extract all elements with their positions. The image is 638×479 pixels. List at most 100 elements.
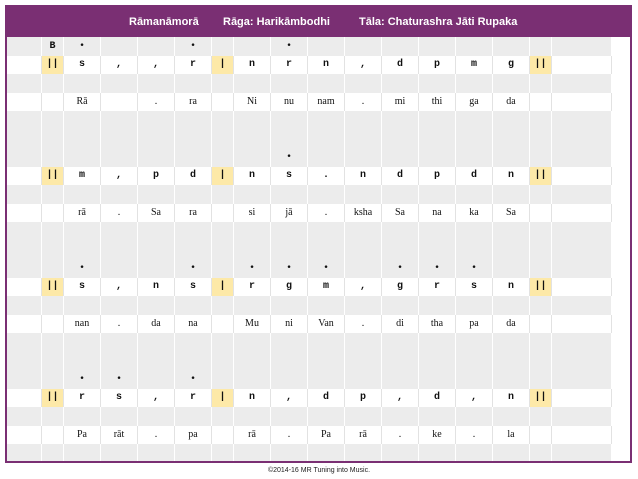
- blank-cell: [456, 74, 493, 93]
- octave-cell: B: [42, 37, 64, 56]
- octave-row: • • • • • • • •: [7, 259, 630, 278]
- blank-cell: [345, 444, 382, 461]
- sahitya-cell: nan: [64, 314, 101, 333]
- swara-cell: s: [64, 55, 101, 74]
- blank-cell: [552, 74, 612, 93]
- blank-cell: [212, 407, 234, 426]
- octave-cell: [382, 370, 419, 389]
- blank-cell: [345, 240, 382, 259]
- blank-cell: [530, 185, 552, 204]
- octave-cell: [382, 37, 419, 56]
- blank-cell: [234, 129, 271, 148]
- blank-cell: [212, 240, 234, 259]
- blank-cell: [138, 351, 175, 370]
- blank-cell: [530, 296, 552, 315]
- sahitya-cell: Mu: [234, 314, 271, 333]
- sahitya-cell: .: [382, 425, 419, 444]
- blank-cell: [101, 296, 138, 315]
- swara-cell: r: [64, 388, 101, 407]
- blank-cell: [271, 444, 308, 461]
- blank-cell: [212, 351, 234, 370]
- octave-cell: [493, 370, 530, 389]
- blank-cell: [271, 222, 308, 241]
- blank-cell: [552, 444, 612, 461]
- blank-cell: [419, 351, 456, 370]
- blank-row: [7, 296, 630, 315]
- blank-cell: [530, 74, 552, 93]
- blank-cell: [308, 296, 345, 315]
- blank-cell: [552, 222, 612, 241]
- swara-cell: ,: [382, 388, 419, 407]
- swara-cell: s: [271, 166, 308, 185]
- swara-cell: d: [308, 388, 345, 407]
- octave-row: •: [7, 148, 630, 167]
- blank-cell: [493, 407, 530, 426]
- blank-cell: [345, 129, 382, 148]
- sahitya-cell: [7, 314, 42, 333]
- octave-dot: •: [456, 259, 493, 278]
- blank-cell: [345, 351, 382, 370]
- swara-cell: [552, 277, 612, 296]
- blank-cell: [419, 444, 456, 461]
- sahitya-cell: [530, 92, 552, 111]
- sahitya-cell: Sa: [382, 203, 419, 222]
- blank-cell: [382, 240, 419, 259]
- sahitya-cell: [212, 314, 234, 333]
- sahitya-cell: Pa: [64, 425, 101, 444]
- copyright-footer: ©2014-16 MR Tuning into Music.: [267, 467, 371, 474]
- swara-cell: g: [382, 277, 419, 296]
- swara-cell: r: [234, 277, 271, 296]
- octave-cell: [308, 370, 345, 389]
- blank-cell: [345, 222, 382, 241]
- blank-cell: [138, 296, 175, 315]
- blank-cell: [64, 333, 101, 352]
- composition-title: Rāmanāmorā: [129, 16, 199, 28]
- swara-cell: s: [101, 388, 138, 407]
- blank-cell: [345, 111, 382, 130]
- octave-dot: •: [64, 259, 101, 278]
- octave-cell: [493, 37, 530, 56]
- blank-cell: [138, 444, 175, 461]
- swara-cell: p: [419, 166, 456, 185]
- blank-cell: [382, 111, 419, 130]
- octave-cell: [101, 259, 138, 278]
- blank-cell: [138, 185, 175, 204]
- sahitya-cell: nam: [308, 92, 345, 111]
- blank-cell: [138, 333, 175, 352]
- blank-cell: [271, 111, 308, 130]
- blank-cell: [271, 407, 308, 426]
- octave-dot: •: [234, 259, 271, 278]
- octave-cell: [101, 37, 138, 56]
- swara-cell: ,: [138, 388, 175, 407]
- blank-cell: [175, 185, 212, 204]
- sahitya-cell: Sa: [493, 203, 530, 222]
- sahitya-cell: nu: [271, 92, 308, 111]
- sahitya-cell: Van: [308, 314, 345, 333]
- sahitya-cell: Sa: [138, 203, 175, 222]
- blank-cell: [101, 444, 138, 461]
- octave-cell: [7, 37, 42, 56]
- sahitya-cell: Pa: [308, 425, 345, 444]
- octave-cell: [212, 37, 234, 56]
- swara-cell: r: [271, 55, 308, 74]
- blank-cell: [101, 407, 138, 426]
- blank-cell: [530, 407, 552, 426]
- octave-dot: •: [64, 370, 101, 389]
- blank-cell: [42, 111, 64, 130]
- swara-cell: n: [493, 388, 530, 407]
- blank-cell: [552, 407, 612, 426]
- octave-cell: [7, 370, 42, 389]
- blank-cell: [552, 129, 612, 148]
- sahitya-cell: ke: [419, 425, 456, 444]
- sahitya-cell: la: [493, 425, 530, 444]
- sahitya-cell: da: [493, 314, 530, 333]
- blank-cell: [7, 111, 42, 130]
- sahitya-cell: [212, 92, 234, 111]
- blank-cell: [308, 333, 345, 352]
- swara-cell: n: [234, 166, 271, 185]
- sahitya-row: Rā. ra Ni nu nam. mi thi ga da: [7, 92, 630, 111]
- blank-cell: [419, 240, 456, 259]
- blank-cell: [7, 222, 42, 241]
- octave-dot: •: [382, 259, 419, 278]
- sahitya-cell: pa: [456, 314, 493, 333]
